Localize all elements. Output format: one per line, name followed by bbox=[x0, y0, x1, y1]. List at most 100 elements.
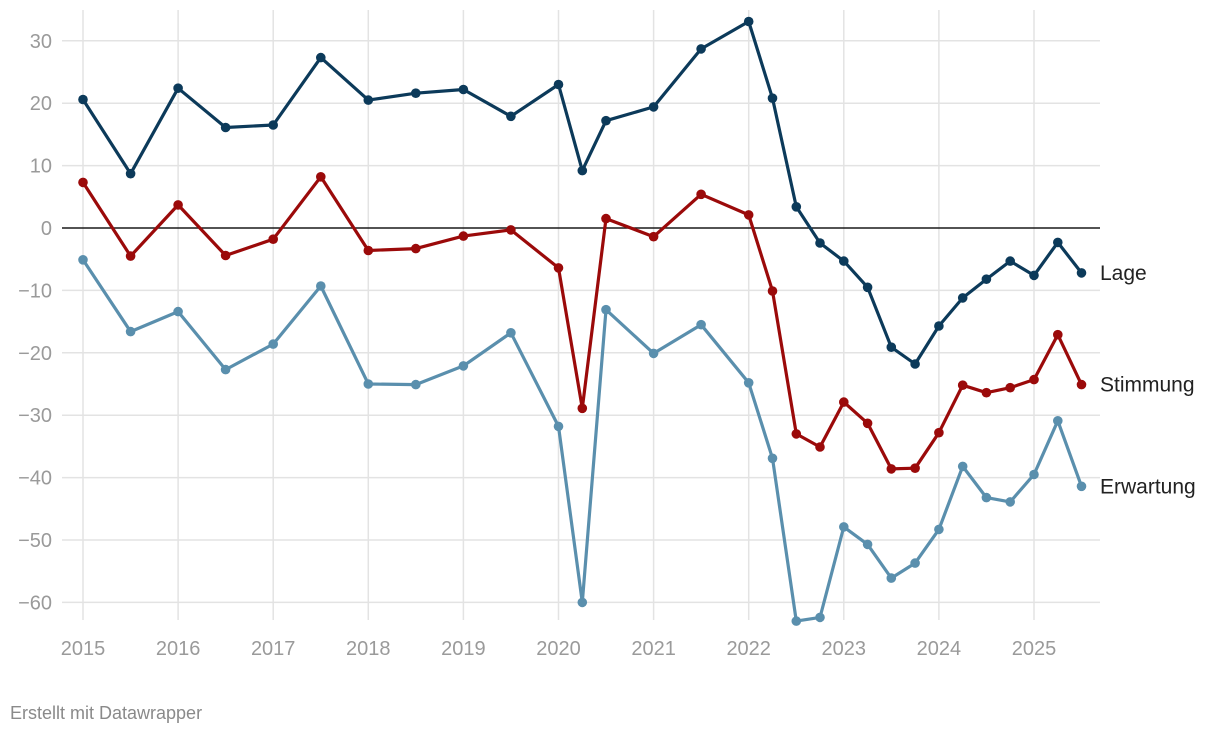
data-point-lage bbox=[78, 94, 88, 105]
data-point-lage bbox=[696, 44, 706, 54]
data-point-erwartung bbox=[862, 539, 873, 550]
data-point-stimmung bbox=[886, 464, 897, 474]
data-point-lage bbox=[1029, 270, 1039, 281]
data-point-stimmung bbox=[553, 263, 564, 273]
data-point-stimmung bbox=[1076, 379, 1087, 390]
data-point-erwartung bbox=[1005, 497, 1015, 507]
data-point-erwartung bbox=[767, 453, 778, 464]
data-point-lage bbox=[506, 111, 516, 122]
grid bbox=[62, 10, 1100, 620]
data-point-erwartung bbox=[363, 379, 374, 389]
y-tick-label: −40 bbox=[18, 468, 52, 490]
data-point-stimmung bbox=[648, 231, 659, 242]
series-line-lage bbox=[81, 19, 1084, 366]
data-point-erwartung bbox=[553, 421, 564, 432]
y-tick-label: 30 bbox=[30, 31, 52, 53]
series-label-stimmung: Stimmung bbox=[1100, 374, 1195, 397]
data-point-stimmung bbox=[934, 427, 944, 438]
data-point-stimmung bbox=[1005, 382, 1015, 393]
data-point-lage bbox=[458, 84, 469, 95]
data-point-erwartung bbox=[506, 328, 516, 338]
x-tick-label: 2019 bbox=[441, 638, 486, 660]
y-tick-label: 10 bbox=[30, 156, 52, 178]
x-tick-label: 2023 bbox=[822, 638, 867, 660]
data-point-lage bbox=[767, 93, 778, 103]
y-tick-label: −10 bbox=[18, 280, 52, 302]
x-tick-label: 2017 bbox=[251, 638, 296, 660]
data-point-stimmung bbox=[268, 234, 279, 244]
data-point-lage bbox=[1053, 237, 1063, 248]
data-point-lage bbox=[268, 120, 279, 130]
data-point-lage bbox=[553, 79, 564, 90]
series-line-erwartung bbox=[81, 258, 1084, 623]
data-point-lage bbox=[862, 282, 873, 293]
data-point-stimmung bbox=[78, 177, 88, 188]
data-point-erwartung bbox=[78, 254, 88, 265]
y-tick-label: −60 bbox=[18, 592, 52, 614]
x-tick-label: 2024 bbox=[917, 638, 962, 660]
data-point-stimmung bbox=[1053, 329, 1063, 340]
data-point-stimmung bbox=[173, 200, 183, 210]
data-point-stimmung bbox=[981, 387, 992, 398]
x-tick-label: 2015 bbox=[61, 638, 106, 660]
y-tick-label: 0 bbox=[41, 218, 52, 240]
data-point-erwartung bbox=[886, 573, 897, 583]
data-point-lage bbox=[648, 102, 659, 112]
datawrapper-credit: Erstellt mit Datawrapper bbox=[10, 703, 203, 723]
data-point-erwartung bbox=[648, 348, 659, 359]
data-point-lage bbox=[981, 274, 992, 285]
y-tick-label: 20 bbox=[30, 93, 52, 115]
data-point-erwartung bbox=[981, 492, 992, 503]
data-point-stimmung bbox=[957, 380, 968, 391]
series-label-lage: Lage bbox=[1100, 262, 1147, 285]
data-point-erwartung bbox=[839, 522, 849, 532]
x-tick-label: 2022 bbox=[726, 638, 771, 660]
series-labels: Lage Stimmung Erwartung bbox=[1100, 262, 1196, 498]
data-point-erwartung bbox=[791, 616, 802, 626]
data-point-lage bbox=[934, 321, 944, 331]
data-point-lage bbox=[815, 238, 825, 248]
data-point-erwartung bbox=[316, 281, 326, 291]
data-point-stimmung bbox=[1029, 374, 1039, 385]
data-point-lage bbox=[1005, 256, 1015, 266]
data-point-stimmung bbox=[577, 403, 588, 414]
data-point-stimmung bbox=[506, 225, 516, 235]
data-point-lage bbox=[363, 95, 374, 105]
data-point-erwartung bbox=[1076, 481, 1087, 492]
data-point-stimmung bbox=[910, 463, 920, 474]
y-tick-label: −50 bbox=[18, 530, 52, 552]
data-point-erwartung bbox=[411, 379, 421, 390]
series bbox=[78, 16, 1087, 626]
data-point-erwartung bbox=[220, 364, 231, 375]
y-tick-label: −30 bbox=[18, 405, 52, 427]
data-point-erwartung bbox=[910, 558, 920, 568]
data-point-lage bbox=[839, 256, 849, 266]
data-point-lage bbox=[957, 293, 968, 303]
data-point-lage bbox=[411, 88, 421, 98]
data-point-lage bbox=[1076, 268, 1087, 278]
data-point-erwartung bbox=[458, 361, 469, 371]
data-point-lage bbox=[577, 165, 588, 176]
axes: 30 20 10 0 −10 −20 −30 −40 −50 −60 2015 2016 2017 201… bbox=[18, 31, 1100, 660]
data-point-lage bbox=[910, 359, 920, 369]
data-point-stimmung bbox=[316, 172, 326, 182]
data-point-erwartung bbox=[601, 304, 611, 315]
data-point-stimmung bbox=[815, 442, 825, 452]
x-tick-label: 2016 bbox=[156, 638, 201, 660]
data-point-stimmung bbox=[791, 429, 802, 439]
data-point-erwartung bbox=[1029, 469, 1039, 480]
data-point-erwartung bbox=[577, 597, 588, 608]
data-point-erwartung bbox=[173, 306, 183, 317]
series-label-erwartung: Erwartung bbox=[1100, 475, 1196, 498]
x-tick-label: 2020 bbox=[536, 638, 581, 660]
data-point-lage bbox=[125, 168, 136, 179]
data-point-stimmung bbox=[743, 210, 754, 220]
y-tick-label: −20 bbox=[18, 343, 52, 365]
data-point-lage bbox=[220, 122, 231, 133]
data-point-erwartung bbox=[696, 319, 706, 330]
data-point-lage bbox=[173, 83, 183, 93]
data-point-stimmung bbox=[458, 231, 469, 241]
x-tick-label: 2021 bbox=[631, 638, 676, 660]
data-point-stimmung bbox=[220, 250, 231, 261]
data-point-lage bbox=[791, 202, 802, 212]
